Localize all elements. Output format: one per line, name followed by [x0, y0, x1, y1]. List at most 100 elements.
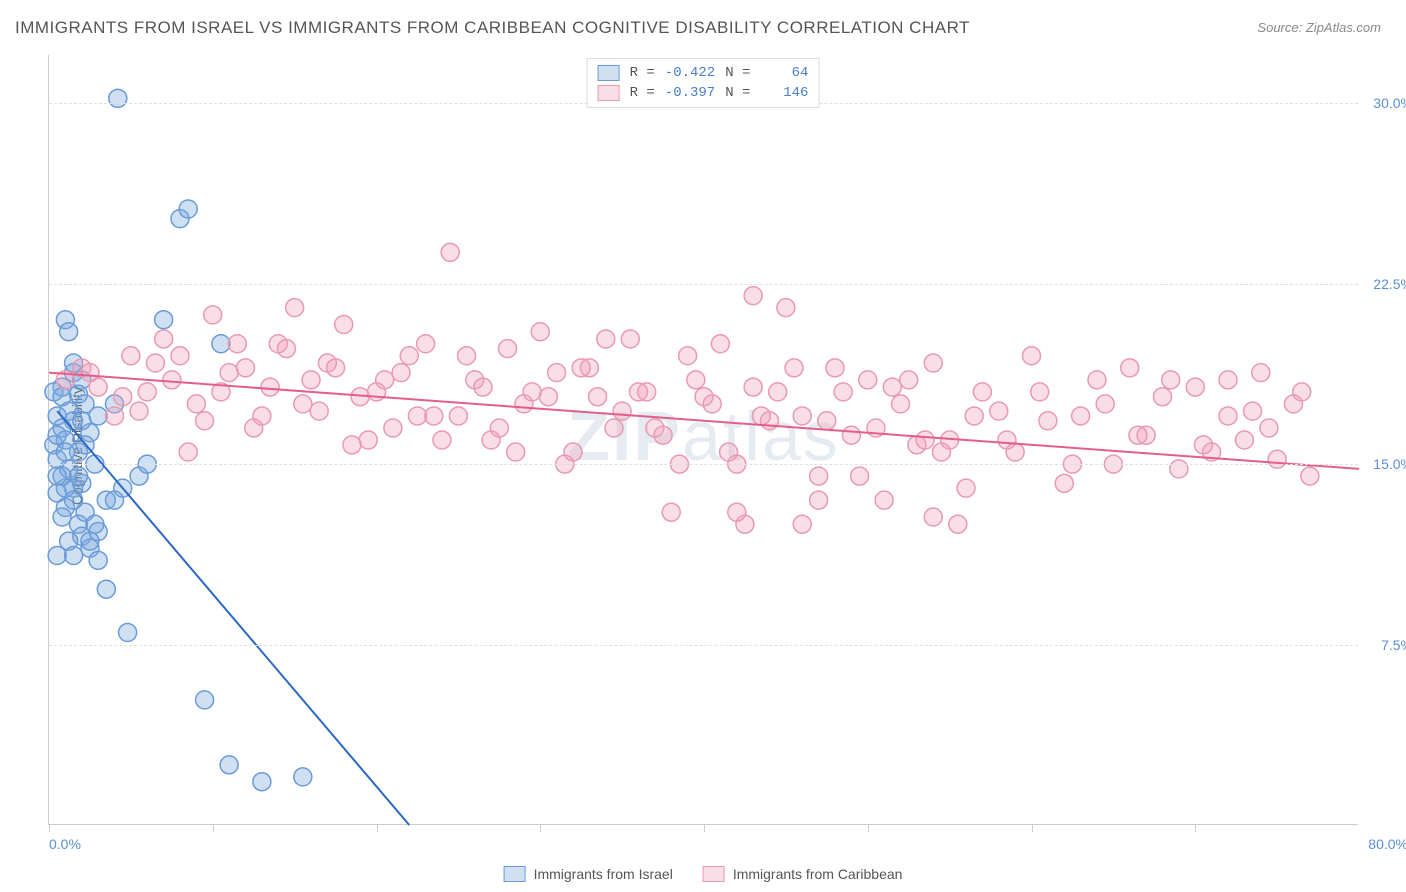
scatter-point: [728, 503, 746, 521]
scatter-point: [425, 407, 443, 425]
scatter-point: [973, 383, 991, 401]
scatter-point: [73, 412, 91, 430]
scatter-point: [1039, 412, 1057, 430]
scatter-point: [433, 431, 451, 449]
scatter-point: [441, 243, 459, 261]
scatter-point: [220, 756, 238, 774]
legend-swatch: [598, 85, 620, 101]
scatter-point: [122, 347, 140, 365]
scatter-point: [777, 299, 795, 317]
x-tick-label: 80.0%: [1368, 836, 1406, 852]
scatter-point: [335, 316, 353, 334]
x-tick: [540, 824, 541, 832]
scatter-point: [155, 311, 173, 329]
scatter-point: [359, 431, 377, 449]
scatter-point: [1235, 431, 1253, 449]
scatter-point: [294, 768, 312, 786]
scatter-point: [703, 395, 721, 413]
scatter-point: [48, 426, 66, 444]
scatter-point: [1219, 371, 1237, 389]
gridline: [49, 645, 1358, 646]
source-value: ZipAtlas.com: [1306, 20, 1381, 35]
y-tick-label: 22.5%: [1373, 276, 1406, 292]
scatter-point: [752, 407, 770, 425]
scatter-point: [916, 431, 934, 449]
series-legend-item: Immigrants from Israel: [504, 866, 673, 882]
scatter-point: [400, 347, 418, 365]
scatter-point: [949, 515, 967, 533]
scatter-point: [449, 407, 467, 425]
scatter-point: [793, 515, 811, 533]
scatter-point: [1121, 359, 1139, 377]
scatter-point: [1260, 419, 1278, 437]
scatter-point: [605, 419, 623, 437]
scatter-point: [1186, 378, 1204, 396]
scatter-point: [531, 323, 549, 341]
gridline: [49, 464, 1358, 465]
scatter-point: [277, 340, 295, 358]
scatter-point: [720, 443, 738, 461]
scatter-point: [883, 378, 901, 396]
r-label: R =: [630, 85, 655, 101]
series-name: Immigrants from Israel: [534, 866, 673, 882]
scatter-point: [613, 402, 631, 420]
series-name: Immigrants from Caribbean: [733, 866, 903, 882]
x-tick: [868, 824, 869, 832]
stats-legend: R =-0.422N =64R =-0.397N =146: [587, 58, 820, 108]
scatter-point: [810, 467, 828, 485]
scatter-point: [597, 330, 615, 348]
scatter-point: [48, 467, 66, 485]
scatter-point: [89, 551, 107, 569]
scatter-point: [310, 402, 328, 420]
scatter-point: [212, 335, 230, 353]
scatter-point: [1219, 407, 1237, 425]
scatter-point: [245, 419, 263, 437]
scatter-point: [458, 347, 476, 365]
scatter-point: [793, 407, 811, 425]
scatter-point: [109, 89, 127, 107]
scatter-point: [376, 371, 394, 389]
scatter-point: [81, 364, 99, 382]
scatter-point: [834, 383, 852, 401]
scatter-point: [711, 335, 729, 353]
scatter-point: [81, 532, 99, 550]
scatter-point: [1293, 383, 1311, 401]
stats-legend-row: R =-0.397N =146: [598, 83, 809, 103]
scatter-point: [179, 200, 197, 218]
scatter-point: [924, 354, 942, 372]
scatter-point: [392, 364, 410, 382]
scatter-point: [384, 419, 402, 437]
scatter-point: [65, 547, 83, 565]
source-credit: Source: ZipAtlas.com: [1257, 20, 1381, 35]
series-legend-item: Immigrants from Caribbean: [703, 866, 903, 882]
stats-legend-row: R =-0.422N =64: [598, 63, 809, 83]
scatter-point: [859, 371, 877, 389]
scatter-point: [662, 503, 680, 521]
x-tick: [377, 824, 378, 832]
scatter-point: [1244, 402, 1262, 420]
y-tick-label: 7.5%: [1381, 637, 1406, 653]
scatter-point: [1096, 395, 1114, 413]
scatter-point: [965, 407, 983, 425]
scatter-point: [523, 383, 541, 401]
scatter-point: [237, 359, 255, 377]
legend-swatch: [598, 65, 620, 81]
scatter-point: [1055, 474, 1073, 492]
scatter-point: [302, 371, 320, 389]
scatter-point: [155, 330, 173, 348]
scatter-point: [56, 443, 74, 461]
scatter-point: [163, 371, 181, 389]
scatter-point: [130, 402, 148, 420]
x-tick: [1032, 824, 1033, 832]
scatter-point: [97, 580, 115, 598]
source-label: Source:: [1257, 20, 1302, 35]
scatter-point: [998, 431, 1016, 449]
scatter-point: [474, 378, 492, 396]
scatter-point: [1031, 383, 1049, 401]
y-tick-label: 30.0%: [1373, 95, 1406, 111]
n-label: N =: [725, 85, 750, 101]
scatter-point: [60, 323, 78, 341]
x-tick: [704, 824, 705, 832]
chart-plot-area: ZIPatlas 7.5%15.0%22.5%30.0%0.0%80.0%: [48, 55, 1358, 825]
scatter-point: [539, 388, 557, 406]
